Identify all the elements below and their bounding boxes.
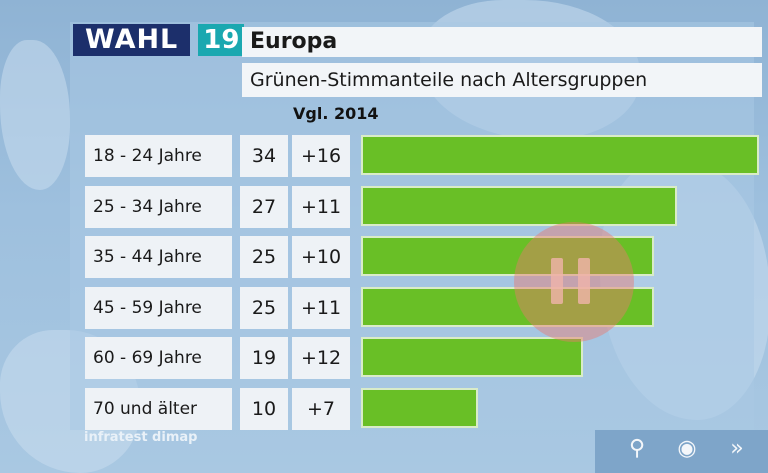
row-change: +10 — [292, 236, 350, 278]
logo-year-text: 19 — [198, 24, 245, 56]
bar — [361, 287, 654, 327]
chart-subtitle: Grünen-Stimmanteile nach Altersgruppen — [242, 63, 762, 97]
row-label: 70 und älter — [85, 388, 232, 430]
pause-icon — [551, 258, 563, 304]
pause-overlay[interactable] — [514, 222, 634, 342]
row-label: 25 - 34 Jahre — [85, 186, 232, 228]
map-landmass — [0, 40, 70, 190]
forward-icon[interactable]: » — [730, 436, 744, 461]
bar — [361, 236, 654, 276]
row-label: 18 - 24 Jahre — [85, 135, 232, 177]
row-value: 27 — [240, 186, 288, 228]
row-value: 25 — [240, 287, 288, 329]
row-value: 25 — [240, 236, 288, 278]
source-label: infratest dimap — [84, 430, 198, 445]
row-value: 19 — [240, 337, 288, 379]
search-icon[interactable]: ⚲ — [628, 436, 646, 461]
row-change: +7 — [292, 388, 350, 430]
row-value: 34 — [240, 135, 288, 177]
row-label: 35 - 44 Jahre — [85, 236, 232, 278]
logo-wahl-text: WAHL — [73, 24, 191, 56]
bar — [361, 135, 759, 175]
page-title: Europa — [242, 27, 762, 57]
bar — [361, 388, 478, 428]
row-value: 10 — [240, 388, 288, 430]
row-change: +16 — [292, 135, 350, 177]
row-label: 45 - 59 Jahre — [85, 287, 232, 329]
row-change: +11 — [292, 186, 350, 228]
comparison-header: Vgl. 2014 — [293, 104, 379, 123]
bar — [361, 337, 583, 377]
bar — [361, 186, 677, 226]
control-strip — [595, 430, 768, 473]
pause-icon — [578, 258, 590, 304]
row-change: +11 — [292, 287, 350, 329]
wahl-logo: WAHL 19 — [73, 24, 245, 56]
row-change: +12 — [292, 337, 350, 379]
record-icon[interactable]: ◉ — [677, 436, 697, 461]
row-label: 60 - 69 Jahre — [85, 337, 232, 379]
